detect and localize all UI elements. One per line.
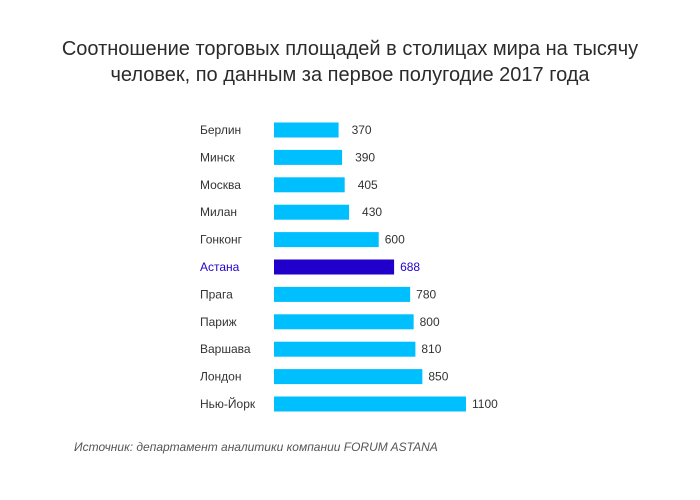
value-label: 600 (385, 233, 405, 247)
bar (274, 177, 345, 193)
bar (274, 204, 350, 220)
category-label: Милан (200, 205, 237, 219)
value-label: 430 (362, 205, 382, 219)
bar (274, 149, 343, 165)
category-label: Прага (200, 287, 233, 301)
chart-title-line-1: Соотношение торговых площадей в столицах… (61, 38, 639, 60)
chart-title-line-2: человек, по данным за первое полугодие 2… (110, 64, 590, 86)
category-label: Берлин (200, 123, 241, 137)
value-label: 688 (400, 260, 420, 274)
bar (274, 341, 416, 357)
bar (274, 369, 423, 385)
value-label: 850 (428, 370, 448, 384)
chart-title: Соотношение торговых площадей в столицах… (0, 36, 700, 88)
bar (274, 286, 411, 302)
value-label: 1100 (472, 397, 498, 411)
bar (274, 232, 379, 248)
bar (274, 122, 339, 138)
value-label: 800 (420, 315, 440, 329)
value-label: 405 (358, 178, 378, 192)
category-label: Нью-Йорк (200, 396, 256, 411)
category-label: Париж (200, 315, 237, 329)
bar (274, 314, 414, 330)
value-label: 810 (421, 342, 441, 356)
value-label: 370 (352, 123, 372, 137)
value-label: 780 (416, 287, 436, 301)
category-label: Минск (200, 150, 235, 164)
category-label: Гонконг (200, 233, 243, 247)
category-label: Астана (200, 260, 240, 274)
category-label: Москва (200, 178, 241, 192)
category-label: Варшава (200, 342, 251, 356)
value-label: 390 (355, 150, 375, 164)
source-note: Источник: департамент аналитики компании… (74, 440, 438, 454)
category-label: Лондон (200, 370, 241, 384)
bar (274, 259, 395, 275)
bar (274, 396, 466, 412)
